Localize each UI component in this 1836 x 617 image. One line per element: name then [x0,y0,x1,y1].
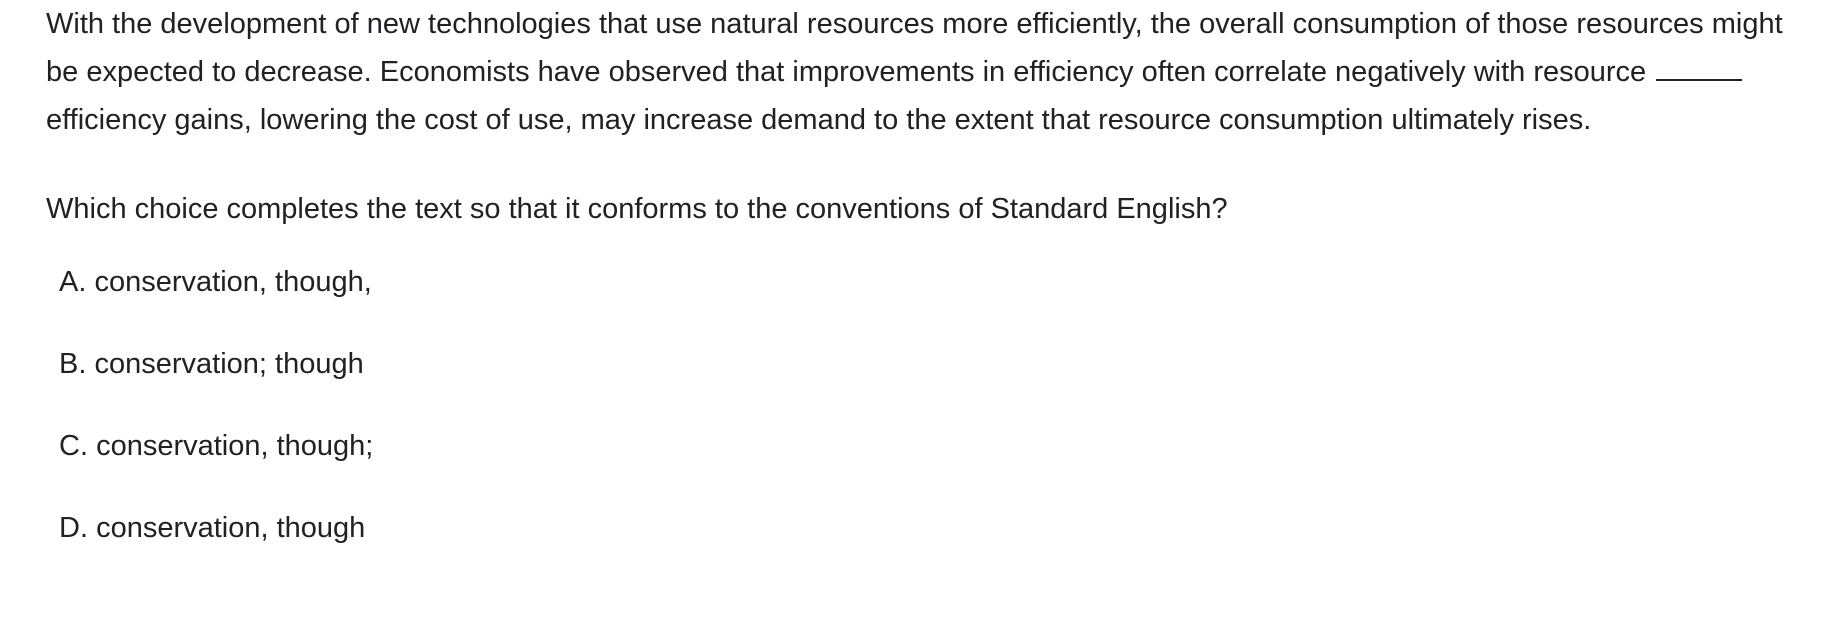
choice-letter: A. [59,266,87,298]
choice-text: conservation, though; [96,430,374,462]
choice-b[interactable]: B. conservation; though [46,340,1806,388]
question-container: With the development of new technologies… [46,0,1806,586]
choice-letter: C. [59,430,88,462]
choice-c[interactable]: C. conservation, though; [46,422,1806,470]
choice-letter: D. [59,512,88,544]
passage-after-blank: efficiency gains, lowering the cost of u… [46,104,1592,136]
choice-text: conservation, though, [94,266,372,298]
passage-before-blank: With the development of new technologies… [46,8,1783,88]
answer-blank [1656,55,1743,81]
question-prompt: Which choice completes the text so that … [46,193,1228,225]
choice-a[interactable]: A. conservation, though, [46,258,1806,306]
passage-text: With the development of new technologies… [46,0,1806,144]
choice-letter: B. [59,348,87,380]
choice-text: conservation; though [94,348,364,380]
answer-choices: A. conservation, though, B. conservation; … [46,258,1806,552]
choice-text: conservation, though [96,512,366,544]
choice-d[interactable]: D. conservation, though [46,504,1806,552]
